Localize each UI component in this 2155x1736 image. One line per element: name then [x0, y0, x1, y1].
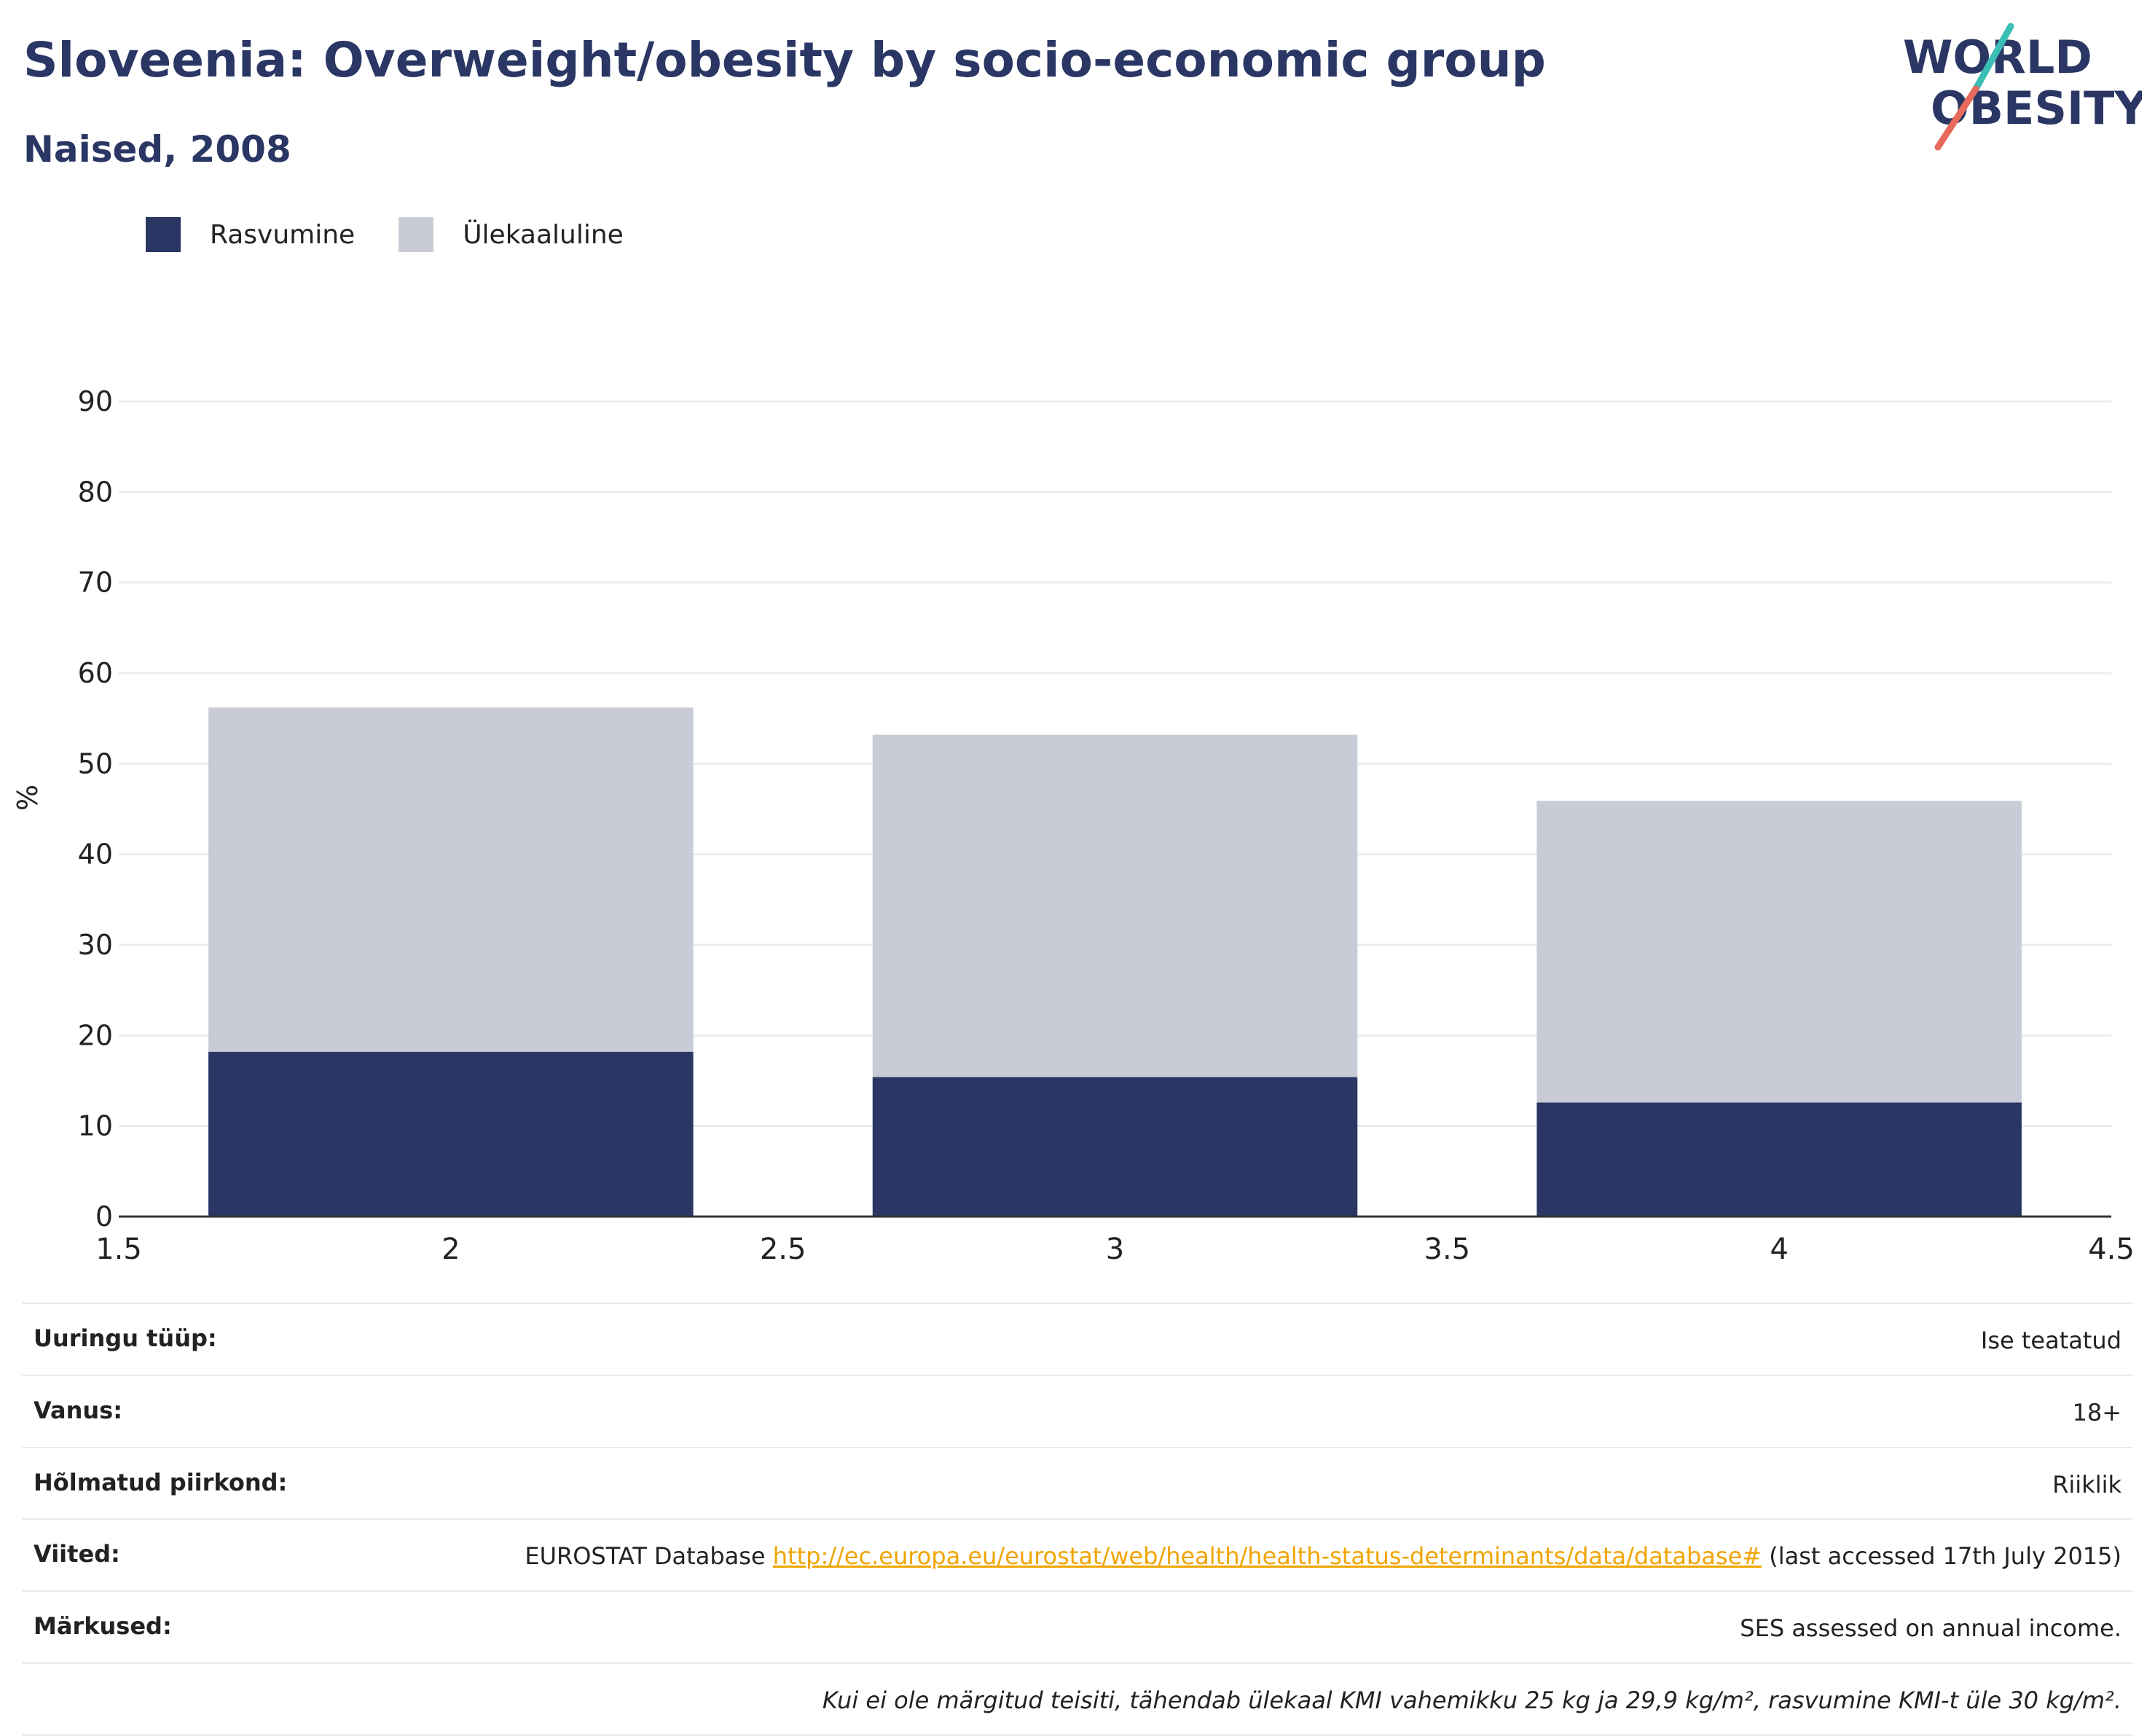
- info-value-region: Riiklik: [2052, 1470, 2121, 1499]
- info-key-region: Hõlmatud piirkond:: [34, 1468, 288, 1496]
- info-key-survey-type: Uuringu tüüp:: [34, 1324, 217, 1352]
- x-tick-label: 2.5: [760, 1233, 806, 1260]
- chart-title: Sloveenia: Overweight/obesity by socio-e…: [23, 32, 1546, 88]
- bar-overweight-2: [208, 707, 694, 1052]
- y-tick-label: 10: [78, 1110, 113, 1142]
- y-tick-label: 90: [78, 385, 113, 417]
- info-key-notes: Märkused:: [34, 1612, 172, 1641]
- y-tick-label: 40: [78, 838, 113, 871]
- info-row-footnote: Kui ei ole märgitud teisiti, tähendab ül…: [22, 1662, 2133, 1736]
- info-row-notes: Märkused: SES assessed on annual income.: [22, 1590, 2133, 1662]
- reference-suffix: (last accessed 17th July 2015): [1762, 1542, 2121, 1571]
- y-tick-label: 30: [78, 929, 113, 961]
- info-footnote: Kui ei ole märgitud teisiti, tähendab ül…: [822, 1686, 2121, 1714]
- legend-swatch-obesity: [146, 217, 181, 252]
- reference-prefix: EUROSTAT Database: [525, 1542, 773, 1571]
- logo-text-world: WORLD: [1903, 31, 2092, 84]
- x-tick-label: 4: [1770, 1233, 1788, 1260]
- info-value-age: 18+: [2072, 1398, 2121, 1426]
- info-value-notes: SES assessed on annual income.: [1740, 1614, 2121, 1643]
- chart-legend: Rasvumine Ülekaaluline: [146, 217, 624, 252]
- legend-label-overweight: Ülekaaluline: [463, 219, 624, 250]
- stacked-bar-chart: 0 10 20 30 40 50 60 70 80 90 1.5 2 2.5 3 3.5 4 4.5: [78, 385, 2135, 1260]
- legend-item-obesity[interactable]: Rasvumine: [146, 217, 355, 252]
- x-tick-label: 3.5: [1424, 1233, 1471, 1260]
- logo-slash-bottom: [1934, 85, 1979, 151]
- legend-item-overweight[interactable]: Ülekaaluline: [399, 217, 624, 252]
- info-key-age: Vanus:: [34, 1396, 123, 1424]
- info-row-survey-type: Uuringu tüüp: Ise teatatud: [22, 1303, 2133, 1375]
- bar-obesity-3: [872, 1077, 1358, 1217]
- x-tick-label: 4.5: [2088, 1233, 2135, 1260]
- info-row-age: Vanus: 18+: [22, 1374, 2133, 1447]
- y-tick-label: 50: [78, 747, 113, 779]
- legend-label-obesity: Rasvumine: [210, 219, 356, 250]
- y-tick-label: 0: [95, 1201, 113, 1233]
- info-value-references: EUROSTAT Database http://ec.europa.eu/eu…: [525, 1540, 2121, 1573]
- world-obesity-logo: WORLD OBESITY: [1903, 23, 2142, 151]
- reference-link[interactable]: http://ec.europa.eu/eurostat/web/health/…: [772, 1542, 1762, 1571]
- bar-overweight-4: [1536, 801, 2022, 1103]
- y-tick-label: 20: [78, 1019, 113, 1051]
- x-tick-label: 3: [1106, 1233, 1124, 1260]
- logo-slash-top: [1972, 23, 2014, 93]
- chart-subtitle: Naised, 2008: [23, 128, 291, 170]
- info-key-references: Viited:: [34, 1540, 120, 1568]
- info-value-survey-type: Ise teatatud: [1980, 1327, 2121, 1354]
- info-row-region: Hõlmatud piirkond: Riiklik: [22, 1446, 2133, 1519]
- bar-obesity-4: [1536, 1102, 2022, 1217]
- survey-info-table: Uuringu tüüp: Ise teatatud Vanus: 18+ Hõ…: [22, 1303, 2133, 1736]
- x-tick-label: 1.5: [95, 1233, 142, 1260]
- bar-obesity-2: [208, 1051, 694, 1217]
- y-tick-label: 60: [78, 657, 113, 689]
- y-tick-label: 70: [78, 567, 113, 599]
- x-tick-label: 2: [441, 1233, 460, 1260]
- y-tick-label: 80: [78, 476, 113, 508]
- info-row-references: Viited: EUROSTAT Database http://ec.euro…: [22, 1518, 2133, 1590]
- legend-swatch-overweight: [399, 217, 434, 252]
- bar-overweight-3: [872, 734, 1358, 1077]
